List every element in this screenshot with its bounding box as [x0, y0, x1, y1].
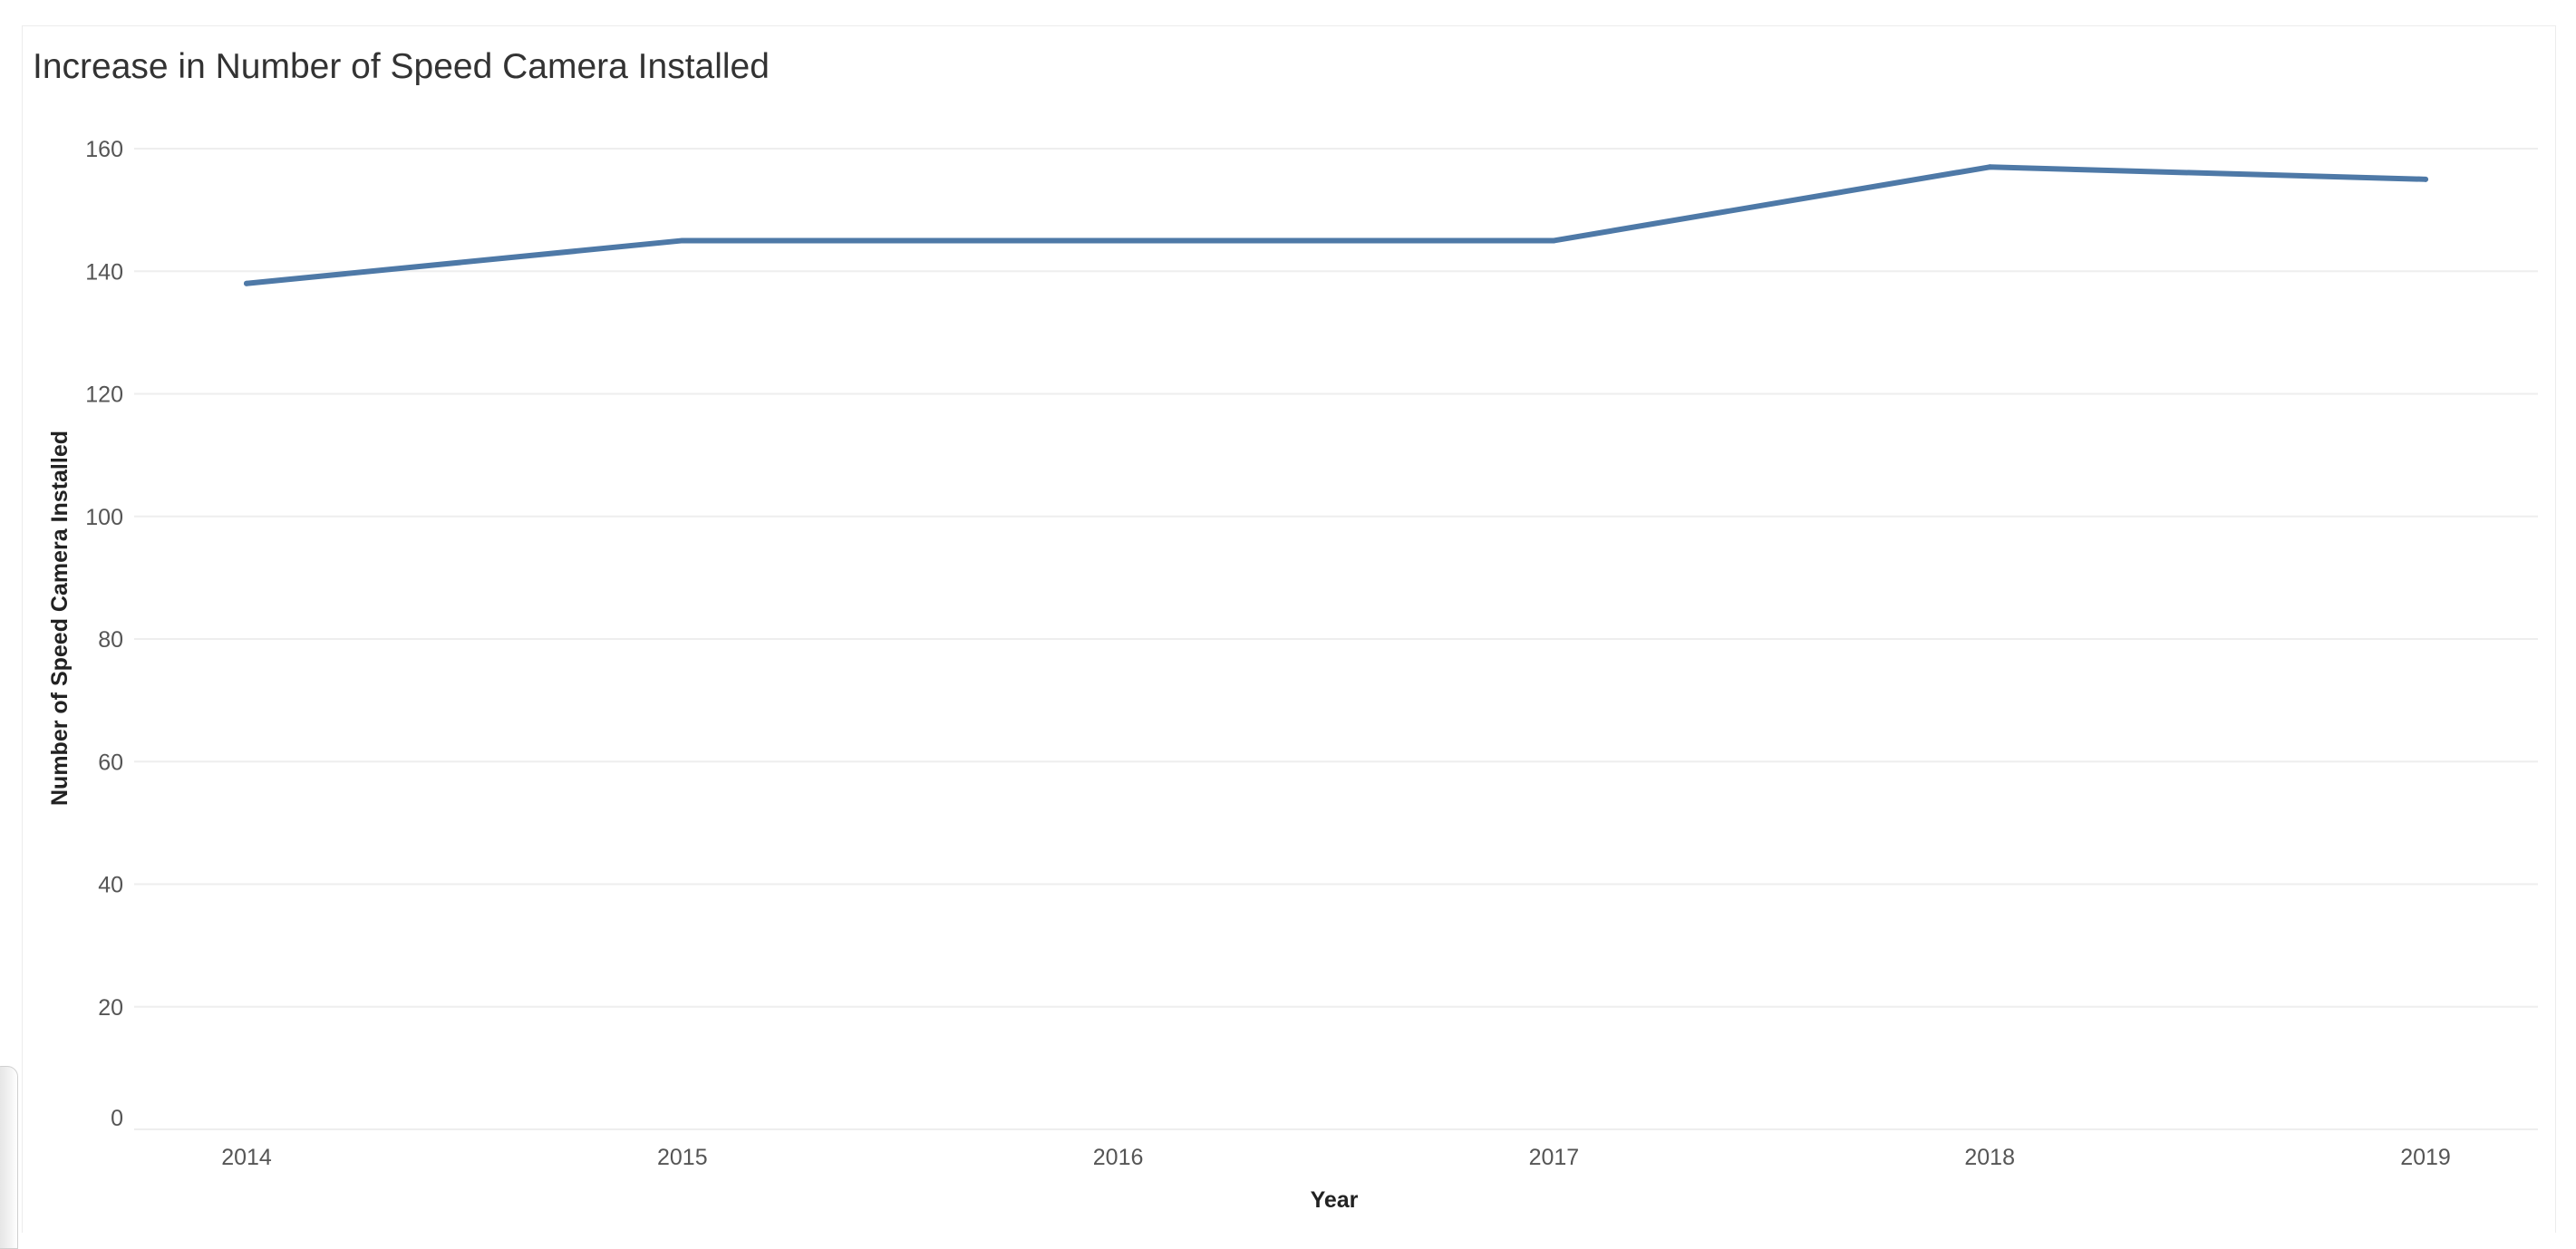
y-tick-label: 80: [98, 627, 123, 653]
y-tick-label: 20: [98, 995, 123, 1021]
x-axis: 2014 2015 2016 2017 2018 2019: [221, 1145, 2451, 1170]
y-tick-label: 0: [111, 1106, 123, 1131]
gridlines: [134, 148, 2538, 1130]
series-line-0[interactable]: [244, 164, 2428, 286]
y-axis: 0 20 40 60 80 100 120 140 160: [85, 137, 123, 1131]
data-point[interactable]: [679, 237, 685, 244]
chart-frame: [22, 25, 2556, 1233]
y-tick-label: 140: [85, 259, 123, 285]
data-point[interactable]: [244, 280, 249, 286]
y-tick-label: 100: [85, 505, 123, 530]
data-point[interactable]: [1551, 237, 1557, 244]
y-axis-title: Number of Speed Camera Installed: [47, 431, 73, 806]
x-tick-label: 2014: [221, 1145, 272, 1170]
x-tick-label: 2015: [657, 1145, 708, 1170]
y-tick-label: 160: [85, 137, 123, 162]
x-tick-label: 2017: [1529, 1145, 1580, 1170]
series-lines: [244, 164, 2428, 286]
data-point[interactable]: [2423, 176, 2428, 182]
data-point[interactable]: [1987, 164, 1993, 170]
y-tick-label: 120: [85, 382, 123, 408]
chart-title: Increase in Number of Speed Camera Insta…: [33, 47, 770, 86]
y-tick-label: 40: [98, 873, 123, 898]
x-axis-title: Year: [1311, 1187, 1359, 1213]
x-tick-label: 2016: [1093, 1145, 1144, 1170]
x-tick-label: 2018: [1964, 1145, 2015, 1170]
data-point[interactable]: [1115, 237, 1121, 244]
x-tick-label: 2019: [2400, 1145, 2451, 1170]
y-tick-label: 60: [98, 750, 123, 775]
